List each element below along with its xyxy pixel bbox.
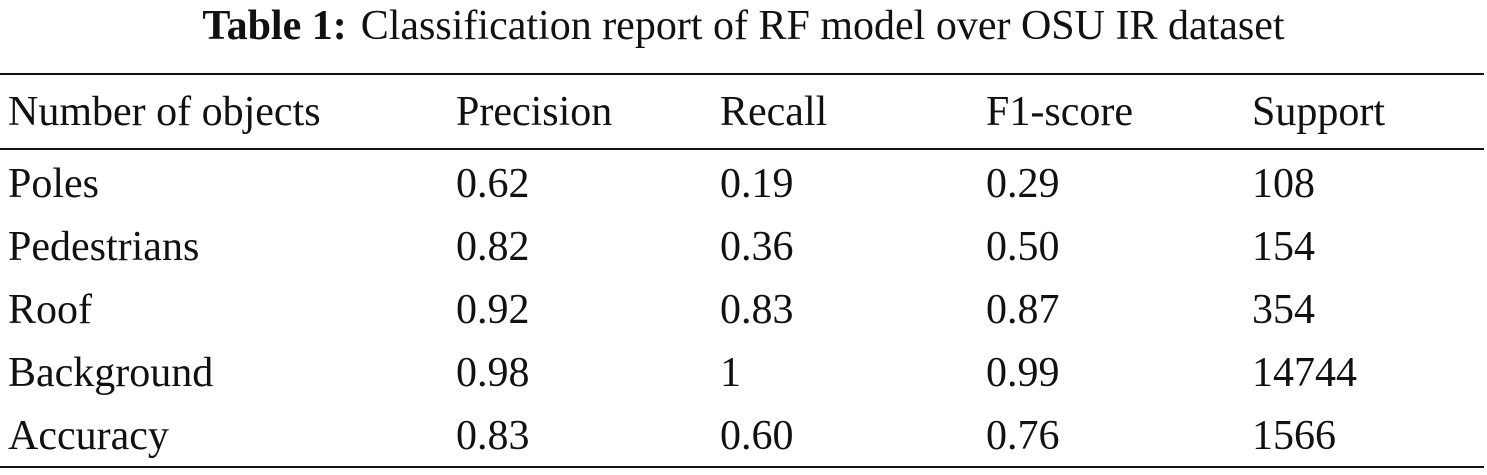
table-top-rule — [0, 73, 1484, 75]
table-caption: Table 1: Classification report of RF mode… — [0, 0, 1487, 62]
classification-report-table: Number of objects Precision Recall F1-sc… — [0, 75, 1482, 467]
table-caption-text: Classification report of RF model over O… — [360, 3, 1285, 49]
support-cell: 108 — [1252, 160, 1315, 207]
row-label: Background — [8, 349, 214, 396]
precision-cell: 0.83 — [456, 412, 530, 459]
f1-score-cell: 0.29 — [986, 160, 1060, 207]
support-cell: 154 — [1252, 223, 1315, 270]
table-row: Accuracy 0.83 0.60 0.76 1566 — [0, 404, 1482, 467]
column-header-objects: Number of objects — [8, 88, 321, 135]
f1-score-cell: 0.99 — [986, 349, 1060, 396]
recall-cell: 0.83 — [720, 286, 794, 333]
f1-score-cell: 0.76 — [986, 412, 1060, 459]
table-row: Roof 0.92 0.83 0.87 354 — [0, 278, 1482, 341]
precision-cell: 0.62 — [456, 160, 530, 207]
table-bottom-rule — [0, 466, 1484, 468]
recall-cell: 0.36 — [720, 223, 794, 270]
table-row: Poles 0.62 0.19 0.29 108 — [0, 148, 1482, 215]
table-caption-label: Table 1: — [202, 3, 347, 49]
column-header-recall: Recall — [720, 88, 828, 135]
table-header-row: Number of objects Precision Recall F1-sc… — [0, 75, 1482, 148]
column-header-precision: Precision — [456, 88, 613, 135]
support-cell: 14744 — [1252, 349, 1357, 396]
table-row: Pedestrians 0.82 0.36 0.50 154 — [0, 215, 1482, 278]
row-label: Accuracy — [8, 412, 169, 459]
row-label: Pedestrians — [8, 223, 200, 270]
column-header-f1-score: F1-score — [986, 88, 1133, 135]
row-label: Roof — [8, 286, 92, 333]
f1-score-cell: 0.87 — [986, 286, 1060, 333]
precision-cell: 0.82 — [456, 223, 530, 270]
column-header-support: Support — [1252, 88, 1386, 135]
table-row: Background 0.98 1 0.99 14744 — [0, 341, 1482, 404]
support-cell: 1566 — [1252, 412, 1336, 459]
recall-cell: 0.60 — [720, 412, 794, 459]
f1-score-cell: 0.50 — [986, 223, 1060, 270]
recall-cell: 0.19 — [720, 160, 794, 207]
support-cell: 354 — [1252, 286, 1315, 333]
precision-cell: 0.98 — [456, 349, 530, 396]
row-label: Poles — [8, 160, 100, 207]
precision-cell: 0.92 — [456, 286, 530, 333]
recall-cell: 1 — [720, 349, 741, 396]
table-header-rule — [0, 148, 1484, 150]
